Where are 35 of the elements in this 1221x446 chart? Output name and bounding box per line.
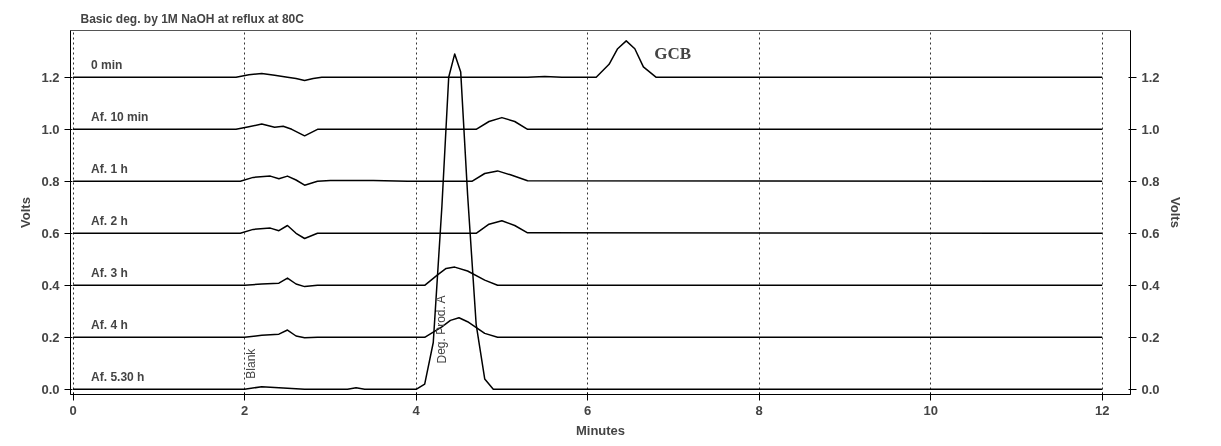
series-label: Af. 1 h [91, 162, 128, 177]
x-tick-label: 2 [240, 402, 249, 418]
x-tick-label: 6 [584, 402, 592, 418]
annotation: Blank [243, 347, 258, 379]
series-label: Af. 2 h [91, 214, 128, 229]
y2-tick-label: 0.0 [1141, 381, 1160, 397]
y-tick-label: 0.2 [41, 329, 60, 345]
y2-tick-label: 0.4 [1141, 277, 1161, 293]
series-label: Af. 10 min [91, 110, 149, 125]
y2-tick-label: 0.2 [1141, 329, 1160, 345]
annotation: Deg. Prod. A [434, 295, 449, 364]
x-tick-label: 4 [412, 402, 421, 418]
y-tick-label: 1.2 [41, 69, 60, 85]
y-tick-label: 0.4 [41, 277, 61, 293]
chart-title: Basic deg. by 1M NaOH at reflux at 80C [80, 11, 305, 26]
x-axis-title: Minutes [575, 422, 626, 438]
y2-tick-label: 0.6 [1141, 225, 1160, 241]
y2-tick-label: 1.0 [1141, 121, 1160, 137]
x-tick-label: 8 [755, 402, 763, 418]
y-tick-label: 1.0 [41, 121, 60, 137]
y-axis-title: Volts [18, 197, 34, 228]
series-label: Af. 4 h [91, 318, 128, 333]
y2-tick-label: 1.2 [1141, 69, 1160, 85]
annotation: GCB [654, 43, 692, 63]
y-tick-label: 0.8 [41, 173, 60, 189]
y-tick-label: 0.6 [41, 225, 60, 241]
y2-tick-label: 0.8 [1141, 173, 1160, 189]
series-label: Af. 3 h [91, 266, 128, 281]
y-tick-label: 0.0 [41, 381, 60, 397]
x-tick-label: 12 [1094, 402, 1110, 418]
series-label: 0 min [91, 58, 123, 73]
x-tick-label: 0 [69, 402, 77, 418]
series-label: Af. 5.30 h [91, 370, 145, 385]
x-tick-label: 10 [923, 402, 938, 418]
y2-axis-title: Volts [1167, 197, 1183, 228]
